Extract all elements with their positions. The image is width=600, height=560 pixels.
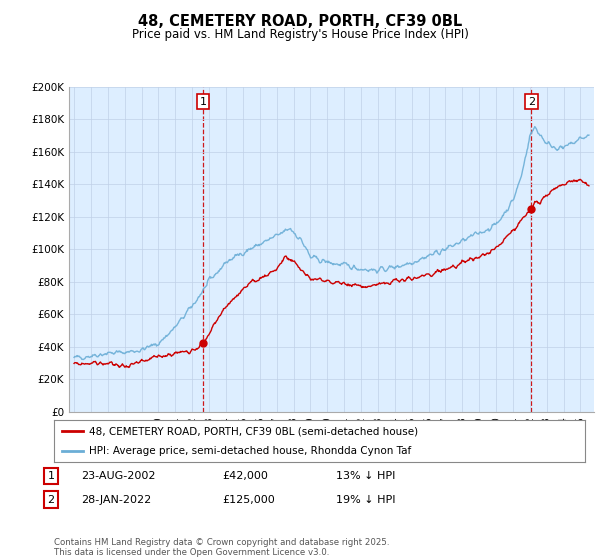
Text: 19% ↓ HPI: 19% ↓ HPI (336, 494, 395, 505)
Text: £42,000: £42,000 (222, 471, 268, 481)
Text: Price paid vs. HM Land Registry's House Price Index (HPI): Price paid vs. HM Land Registry's House … (131, 28, 469, 41)
Text: 23-AUG-2002: 23-AUG-2002 (81, 471, 155, 481)
Text: HPI: Average price, semi-detached house, Rhondda Cynon Taf: HPI: Average price, semi-detached house,… (89, 446, 411, 456)
Text: 13% ↓ HPI: 13% ↓ HPI (336, 471, 395, 481)
Text: 2: 2 (47, 494, 55, 505)
Text: 1: 1 (47, 471, 55, 481)
Text: Contains HM Land Registry data © Crown copyright and database right 2025.
This d: Contains HM Land Registry data © Crown c… (54, 538, 389, 557)
Text: £125,000: £125,000 (222, 494, 275, 505)
Text: 48, CEMETERY ROAD, PORTH, CF39 0BL: 48, CEMETERY ROAD, PORTH, CF39 0BL (138, 14, 462, 29)
Text: 48, CEMETERY ROAD, PORTH, CF39 0BL (semi-detached house): 48, CEMETERY ROAD, PORTH, CF39 0BL (semi… (89, 426, 418, 436)
Text: 2: 2 (527, 96, 535, 106)
Text: 1: 1 (200, 96, 207, 106)
Text: 28-JAN-2022: 28-JAN-2022 (81, 494, 151, 505)
